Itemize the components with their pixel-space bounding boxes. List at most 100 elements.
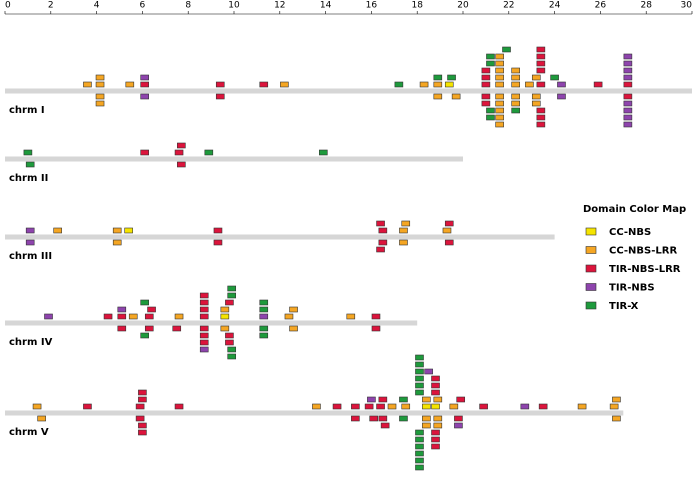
gene-marker — [415, 382, 424, 389]
gene-marker — [174, 313, 184, 320]
gene-marker — [422, 415, 431, 422]
gene-marker — [378, 415, 388, 422]
gene-marker — [415, 354, 424, 361]
gene-marker — [609, 403, 619, 410]
gene-marker — [536, 53, 546, 60]
gene-marker — [536, 60, 546, 67]
gene-marker — [117, 306, 127, 313]
gene-marker — [220, 325, 230, 332]
gene-marker — [511, 81, 520, 88]
legend-swatch — [585, 301, 597, 310]
gene-marker — [177, 161, 186, 168]
gene-marker — [172, 325, 182, 332]
chromosome-label: chrm II — [9, 173, 48, 184]
x-tick-label: 16 — [366, 1, 378, 11]
x-tick-label: 6 — [140, 1, 146, 11]
x-tick-label: 30 — [681, 1, 693, 11]
gene-marker — [433, 93, 443, 100]
gene-marker — [25, 239, 35, 246]
gene-marker — [225, 332, 234, 339]
gene-marker — [415, 443, 424, 450]
legend-swatch — [585, 246, 597, 254]
gene-marker — [399, 239, 408, 246]
gene-marker — [138, 422, 147, 429]
gene-marker — [444, 220, 454, 227]
x-tick-label: 2 — [48, 1, 54, 11]
gene-marker — [431, 443, 440, 450]
gene-marker — [95, 81, 105, 88]
gene-marker — [612, 415, 621, 422]
legend-title: Domain Color Map — [583, 204, 686, 215]
legend-label: TIR-NBS-LRR — [609, 264, 681, 275]
gene-marker — [536, 121, 546, 128]
gene-marker — [25, 161, 35, 168]
gene-marker — [371, 325, 381, 332]
gene-marker — [125, 81, 135, 88]
gene-marker — [486, 114, 495, 121]
x-tick-label: 10 — [228, 1, 240, 11]
gene-marker — [479, 403, 488, 410]
gene-marker — [495, 67, 504, 74]
gene-marker — [95, 74, 105, 81]
gene-marker — [577, 403, 587, 410]
gene-marker — [135, 415, 145, 422]
gene-marker — [454, 415, 463, 422]
gene-marker — [415, 361, 424, 368]
gene-marker — [415, 450, 424, 457]
gene-marker — [525, 81, 534, 88]
gene-marker — [95, 93, 105, 100]
gene-marker — [44, 313, 53, 320]
gene-marker — [401, 220, 411, 227]
gene-marker — [422, 396, 431, 403]
gene-marker — [378, 396, 388, 403]
gene-marker — [401, 403, 411, 410]
gene-marker — [376, 246, 385, 253]
gene-marker — [511, 67, 520, 74]
gene-marker — [367, 396, 376, 403]
chromosome-label: chrm I — [9, 105, 45, 116]
gene-marker — [481, 93, 491, 100]
gene-marker — [511, 93, 520, 100]
gene-marker — [378, 239, 388, 246]
gene-marker — [215, 93, 225, 100]
x-tick-label: 12 — [274, 1, 285, 11]
gene-marker — [415, 375, 424, 382]
gene-marker — [456, 396, 466, 403]
gene-marker — [422, 403, 431, 410]
legend-label: TIR-X — [609, 301, 639, 312]
gene-marker — [140, 81, 149, 88]
gene-marker — [53, 227, 62, 234]
gene-marker — [531, 74, 541, 81]
gene-marker — [531, 93, 541, 100]
gene-marker — [199, 306, 209, 313]
legend-swatch — [585, 283, 597, 291]
gene-marker — [495, 74, 504, 81]
gene-marker — [259, 81, 269, 88]
gene-marker — [623, 93, 633, 100]
gene-marker — [199, 332, 209, 339]
gene-marker — [495, 53, 504, 60]
gene-marker — [25, 227, 35, 234]
gene-marker — [502, 46, 511, 53]
gene-marker — [227, 292, 237, 299]
x-tick-label: 20 — [457, 1, 469, 11]
gene-marker — [199, 313, 209, 320]
gene-marker — [103, 313, 113, 320]
gene-marker — [399, 227, 408, 234]
gene-marker — [623, 81, 633, 88]
x-tick-label: 22 — [503, 1, 514, 11]
gene-marker — [623, 121, 633, 128]
gene-marker — [394, 81, 404, 88]
gene-marker — [511, 100, 520, 107]
gene-marker — [124, 227, 133, 234]
x-tick-label: 18 — [411, 1, 423, 11]
gene-marker — [623, 74, 633, 81]
gene-marker — [536, 81, 546, 88]
gene-marker — [259, 313, 269, 320]
gene-marker — [454, 422, 463, 429]
gene-marker — [174, 403, 184, 410]
gene-marker — [481, 81, 491, 88]
gene-marker — [140, 332, 149, 339]
gene-marker — [199, 299, 209, 306]
